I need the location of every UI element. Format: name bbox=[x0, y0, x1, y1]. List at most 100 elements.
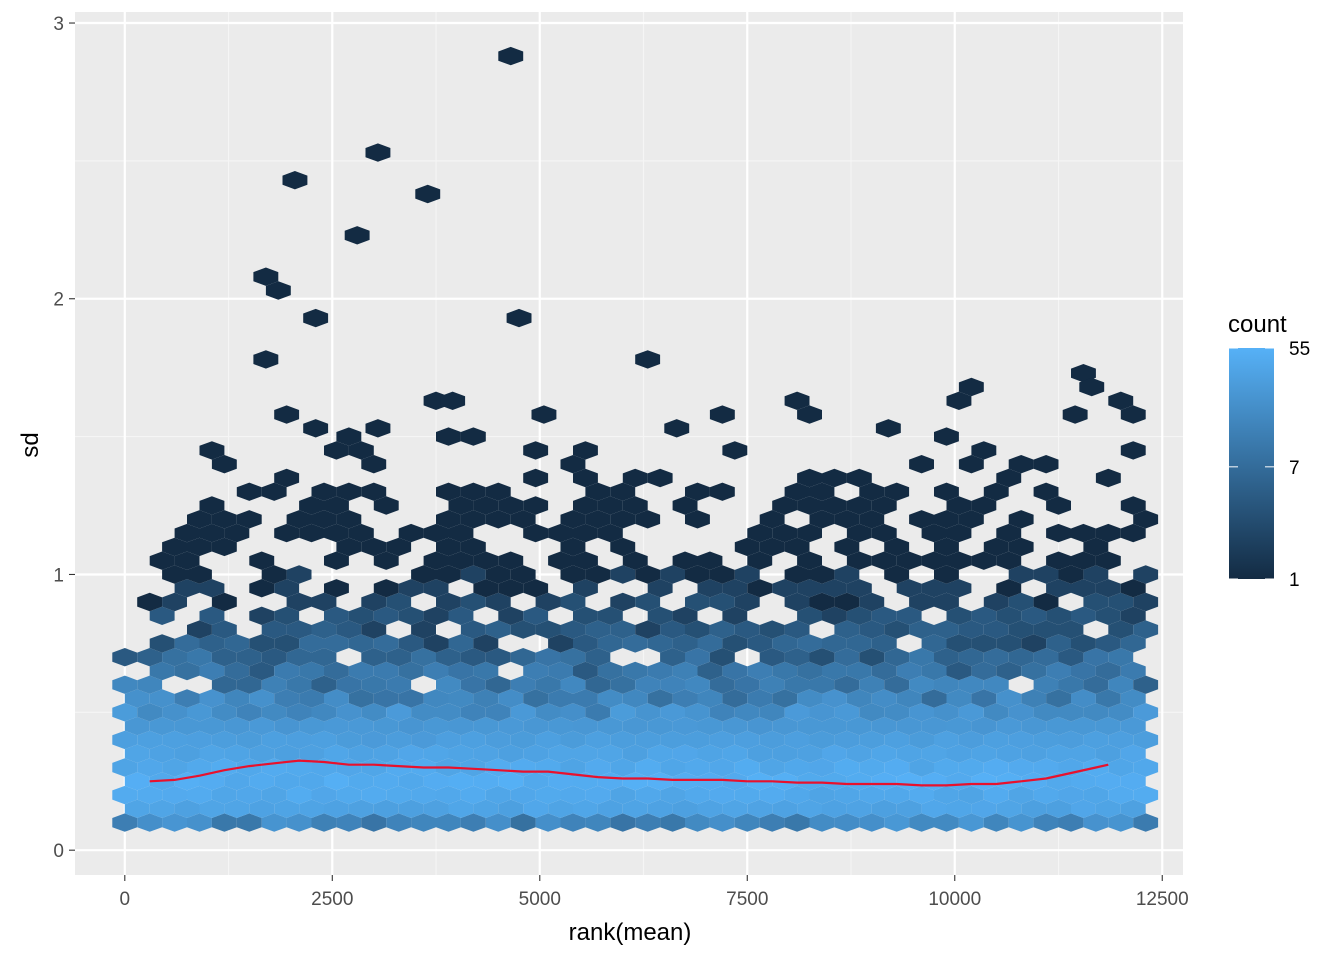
hex-cell bbox=[1021, 716, 1047, 736]
hex-cell bbox=[747, 744, 773, 763]
hex-cell bbox=[560, 675, 586, 694]
y-tick-label: 3 bbox=[53, 14, 64, 35]
hex-cell bbox=[784, 592, 810, 612]
hex-cell bbox=[386, 758, 412, 777]
legend-title: count bbox=[1228, 311, 1287, 338]
hex-cell bbox=[1120, 744, 1146, 763]
hex-cell bbox=[236, 703, 262, 722]
hex-cell bbox=[261, 482, 287, 501]
hex-cell bbox=[909, 675, 934, 694]
hex-cell bbox=[1046, 716, 1071, 736]
hex-cell bbox=[871, 689, 897, 708]
hex-cell bbox=[398, 579, 424, 598]
hex-cell bbox=[772, 523, 798, 543]
hex-cell bbox=[373, 772, 399, 791]
hex-cell bbox=[759, 675, 785, 694]
hex-cell bbox=[274, 744, 300, 763]
hex-cell bbox=[971, 661, 997, 681]
hex-cell bbox=[560, 565, 586, 584]
hex-cell bbox=[1083, 730, 1109, 750]
hex-cell bbox=[336, 675, 362, 694]
hex-cell bbox=[784, 730, 810, 750]
hex-cell bbox=[822, 468, 847, 488]
hex-cell bbox=[286, 620, 312, 639]
hex-cell bbox=[1058, 648, 1084, 667]
hex-cell bbox=[1033, 730, 1059, 750]
hex-cell bbox=[809, 813, 835, 832]
hex-cell bbox=[722, 634, 748, 653]
hex-cell bbox=[1095, 579, 1121, 598]
hex-cell bbox=[921, 799, 947, 818]
hex-cell bbox=[610, 785, 636, 805]
hex-cell bbox=[249, 634, 275, 653]
outlier-cell bbox=[797, 405, 822, 424]
hex-cell bbox=[423, 772, 449, 791]
hex-cell bbox=[585, 675, 611, 694]
hex-cell bbox=[846, 744, 872, 763]
hex-cell bbox=[286, 703, 312, 722]
hex-cell bbox=[772, 799, 798, 818]
hex-cell bbox=[971, 772, 997, 791]
hex-cell bbox=[436, 592, 461, 612]
hex-cell bbox=[137, 592, 163, 612]
hex-cell bbox=[436, 510, 461, 529]
hex-cell bbox=[324, 441, 349, 460]
outlier-cell bbox=[365, 143, 391, 162]
hex-cell bbox=[573, 716, 598, 736]
legend-label: 55 bbox=[1289, 339, 1310, 360]
hex-cell bbox=[797, 468, 822, 488]
x-tick-label: 12500 bbox=[1136, 889, 1189, 910]
hex-cell bbox=[846, 551, 872, 570]
hex-cell bbox=[162, 730, 187, 750]
hex-cell bbox=[498, 496, 524, 515]
hex-cell bbox=[261, 648, 287, 667]
hex-cell bbox=[423, 523, 449, 543]
hex-cell bbox=[846, 579, 872, 598]
hex-cell bbox=[1083, 592, 1109, 612]
hex-cell bbox=[846, 523, 872, 543]
hex-cell bbox=[137, 730, 163, 750]
hex-cell bbox=[685, 675, 710, 694]
hex-cell bbox=[162, 537, 187, 557]
hex-cell bbox=[460, 427, 486, 446]
hex-cell bbox=[797, 716, 822, 736]
hex-cell bbox=[261, 785, 287, 805]
hex-cell bbox=[460, 758, 486, 777]
hex-cell bbox=[261, 620, 287, 639]
hex-cell bbox=[1120, 799, 1146, 818]
hex-cell bbox=[398, 799, 424, 818]
hex-cell bbox=[946, 634, 972, 653]
hex-cell bbox=[573, 744, 598, 763]
hex-cell bbox=[709, 703, 735, 722]
hex-cell bbox=[149, 634, 175, 653]
hex-cell bbox=[211, 648, 237, 667]
hex-cell bbox=[361, 537, 387, 557]
hex-cell bbox=[286, 813, 312, 832]
hex-cell bbox=[124, 772, 150, 791]
hex-cell bbox=[647, 772, 673, 791]
hex-cell bbox=[274, 523, 300, 543]
hex-cell bbox=[884, 758, 910, 777]
hex-cell bbox=[573, 551, 598, 570]
hex-cell bbox=[187, 785, 212, 805]
hex-cell bbox=[423, 551, 449, 570]
hex-cell bbox=[448, 799, 474, 818]
hex-cell bbox=[597, 799, 623, 818]
hex-cell bbox=[896, 661, 922, 681]
hex-cell bbox=[398, 744, 424, 763]
hex-cell bbox=[709, 565, 735, 584]
hex-cell bbox=[548, 772, 573, 791]
outlier-cell bbox=[1062, 405, 1088, 424]
hex-cell bbox=[149, 661, 175, 681]
hex-cell bbox=[236, 510, 262, 529]
hex-cell bbox=[672, 496, 698, 515]
hex-cell bbox=[971, 799, 997, 818]
hex-cell bbox=[1071, 689, 1096, 708]
hex-cell bbox=[199, 441, 225, 460]
hex-cell bbox=[361, 730, 387, 750]
hex-cell bbox=[386, 703, 412, 722]
hex-cell bbox=[585, 730, 611, 750]
hex-cell bbox=[436, 703, 461, 722]
trend-line bbox=[149, 759, 1109, 787]
